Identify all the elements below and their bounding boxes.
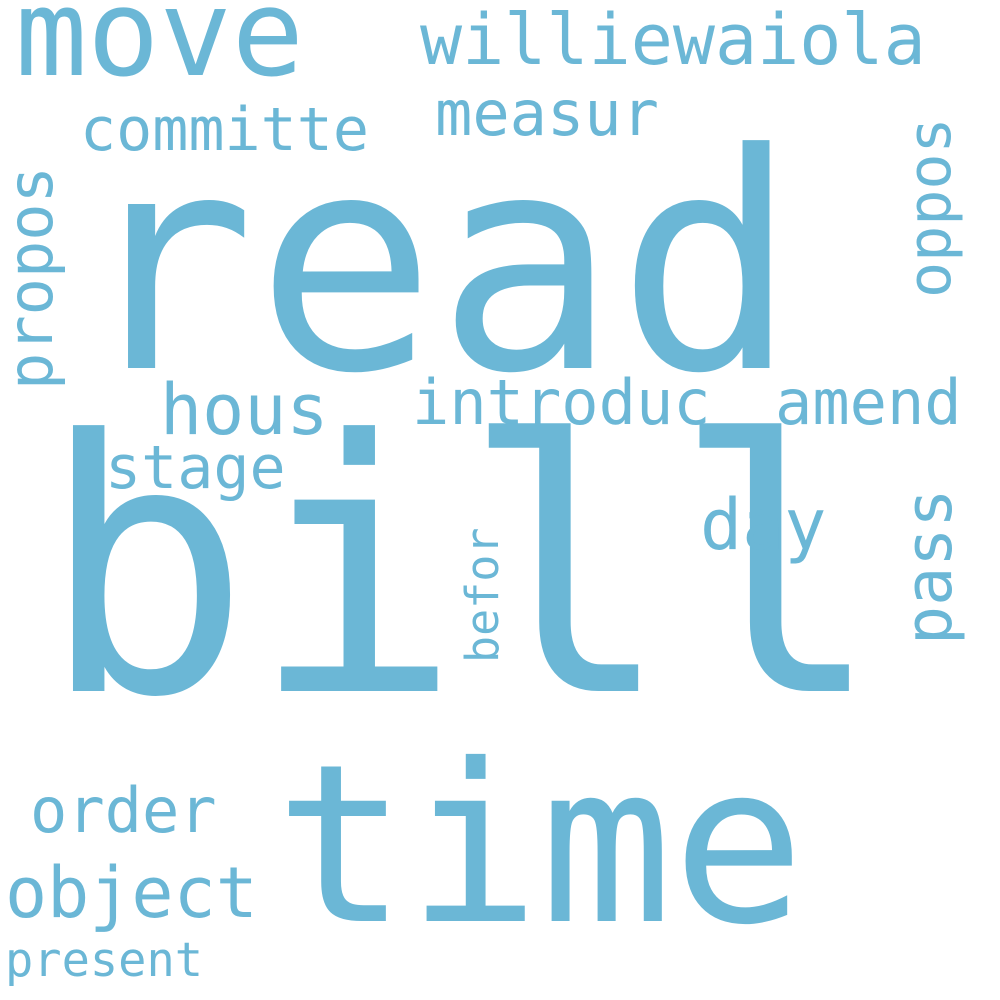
word-stage: stage [105,433,286,503]
word-pass: pass [892,488,967,645]
word-befor: befor [456,527,509,663]
word-williewaiola: williewaiola [420,0,926,81]
word-day: day [700,484,827,566]
word-move: move [15,0,304,104]
word-hous: hous [160,369,329,451]
word-time: time [275,717,805,973]
word-bill: bill [40,366,883,774]
word-amend: amend [775,366,962,439]
word-read: read [75,90,798,439]
word-present: present [5,933,204,988]
word-oppos: oppos [895,117,965,298]
word-measur: measur [435,77,659,150]
word-introduc: introduc [412,366,711,439]
word-object: object [5,852,258,934]
word-committe: committe [80,95,369,165]
word-propos: propos [0,166,67,390]
word-order: order [30,774,217,847]
